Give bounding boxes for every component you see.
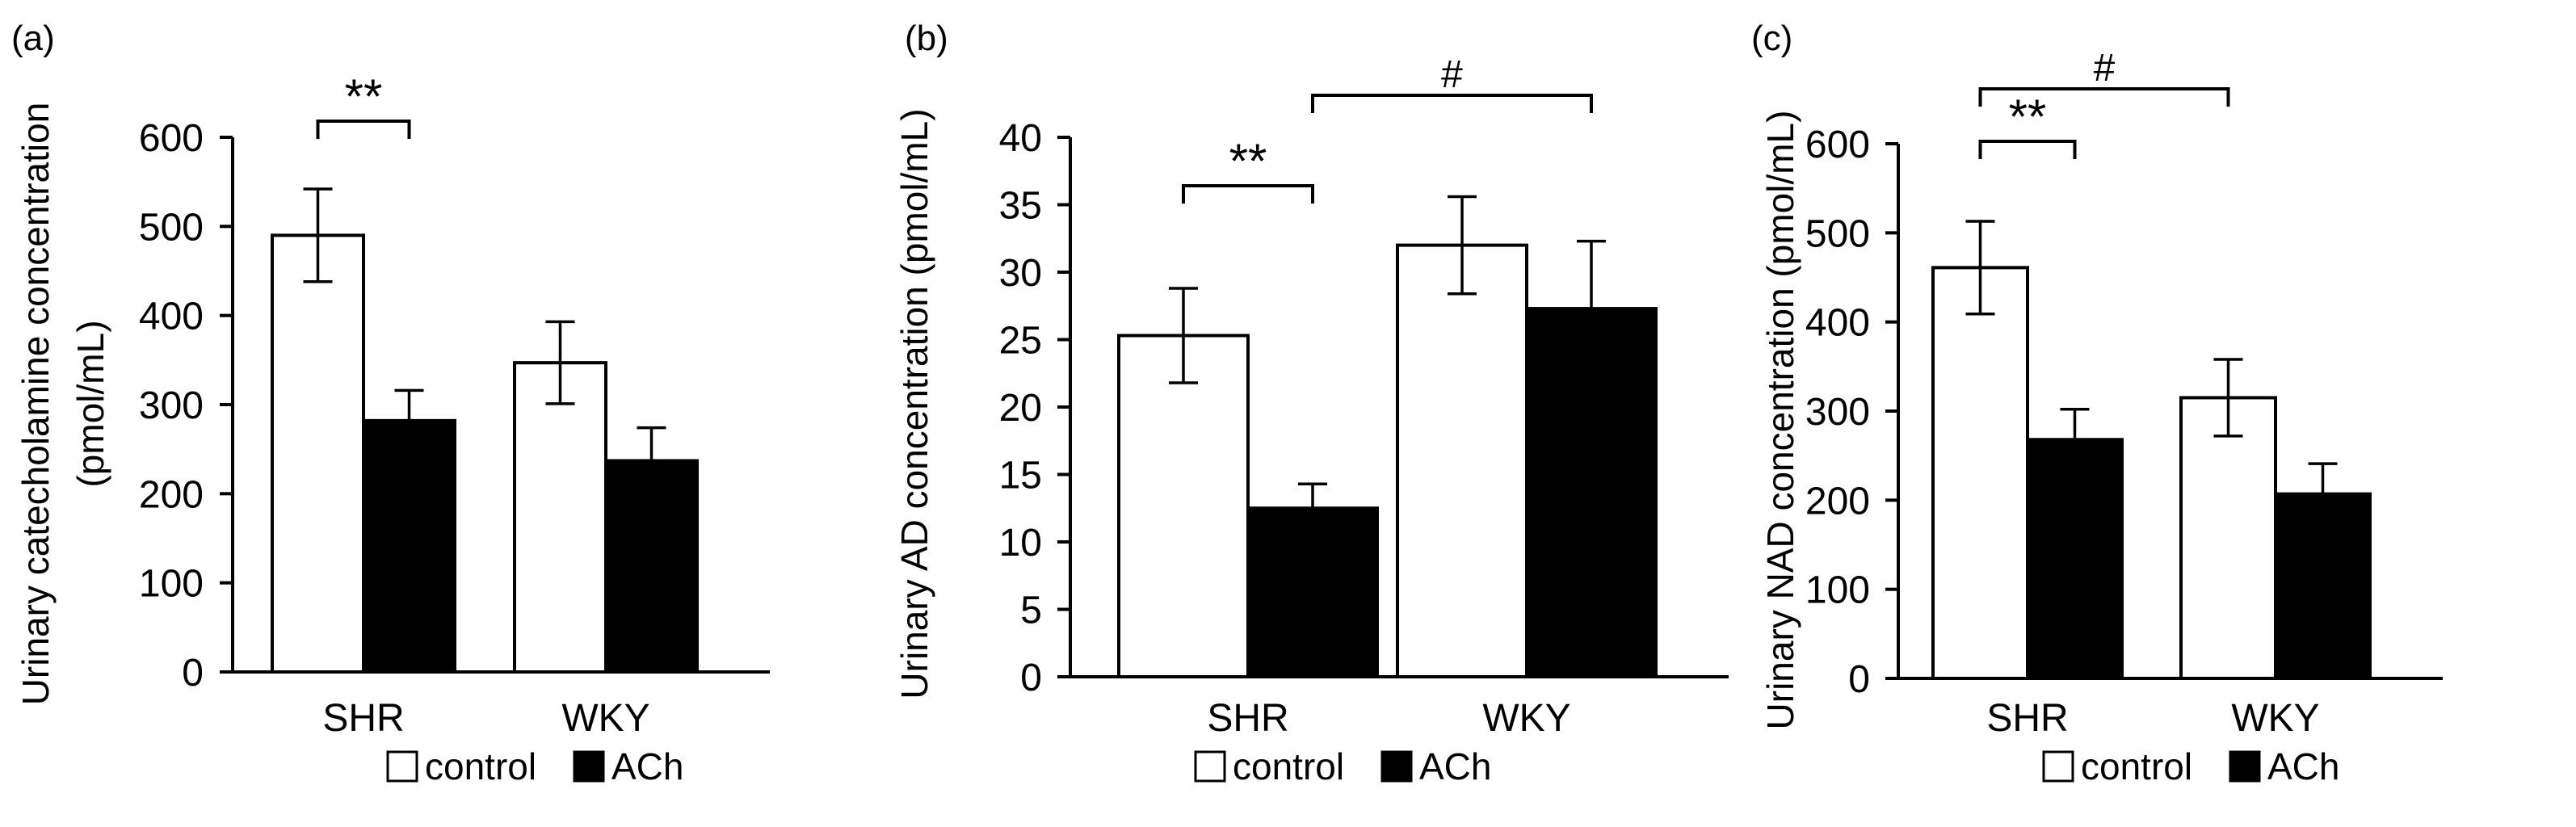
significance-label: ** [345,69,383,124]
y-tick-label: 400 [1805,302,1870,345]
significance-label: # [1441,53,1463,96]
significance-bracket [1978,140,2077,159]
legend-label-ach: ACh [2267,745,2339,787]
y-axis-label: Urinary catecholamine concentration [15,103,57,706]
y-axis-label: Urinary AD concentration (pmol/mL) [893,108,935,699]
legend-label-control: control [1233,745,1344,787]
bar-control-shr [1117,334,1250,678]
y-tick-label: 600 [139,117,204,160]
panel-label: (c) [1751,19,1792,58]
legend-swatch-control [386,750,418,783]
x-category-label: WKY [1482,697,1570,740]
y-tick-label: 0 [182,652,204,695]
significance-bracket [1311,94,1593,113]
y-tick-label: 30 [999,252,1042,295]
legend-label-ach: ACh [1419,745,1491,787]
y-tick-label: 5 [1020,590,1042,632]
bar-control-shr [1931,266,2029,680]
bar-ach-wky [2274,492,2372,680]
y-tick-label: 10 [999,522,1042,565]
significance-bracket [1978,87,2230,107]
legend-swatch-control [1194,750,1226,783]
bar-control-wky [1396,243,1528,679]
y-tick-label: 500 [1805,212,1870,255]
bar-ach-shr [2026,438,2124,680]
x-category-label: WKY [2231,697,2319,740]
panel-label: (b) [905,19,948,58]
x-category-label: WKY [561,697,649,740]
bar-ach-shr [362,418,456,674]
x-category-label: SHR [1986,697,2068,740]
y-tick-label: 0 [1020,657,1042,699]
y-axis-label: (pmol/mL) [69,320,111,487]
y-tick-label: 500 [139,206,204,249]
y-tick-label: 300 [139,384,204,427]
significance-bracket [316,120,411,139]
significance-label: # [2094,47,2116,90]
y-tick-label: 0 [1848,658,1870,701]
legend-label-control: control [425,745,536,787]
y-tick-label: 200 [1805,480,1870,523]
y-tick-label: 200 [139,473,204,516]
y-tick-label: 600 [1805,124,1870,166]
bar-control-wky [2179,396,2277,680]
x-category-label: SHR [322,697,404,740]
significance-label: ** [1229,134,1267,188]
legend-swatch-control [2042,750,2074,783]
panel-label: (a) [11,19,55,58]
bar-ach-shr [1246,506,1379,678]
y-tick-label: 40 [999,117,1042,160]
y-tick-label: 25 [999,320,1042,363]
significance-label: ** [2009,90,2047,144]
y-axis-label: Urinary NAD concentration (pmol/mL) [1759,111,1801,730]
significance-bracket [1182,184,1314,204]
y-tick-label: 15 [999,455,1042,497]
bar-ach-wky [604,459,699,674]
legend-swatch-ach [573,750,605,783]
legend-swatch-ach [2229,750,2261,783]
y-tick-label: 35 [999,185,1042,228]
x-category-label: SHR [1207,697,1288,740]
y-tick-label: 100 [1805,569,1870,612]
legend-label-control: control [2081,745,2192,787]
legend-label-ach: ACh [611,745,683,787]
y-tick-label: 300 [1805,391,1870,434]
legend-swatch-ach [1380,750,1413,783]
bar-ach-wky [1525,307,1658,678]
y-tick-label: 400 [139,296,204,338]
y-tick-label: 20 [999,387,1042,430]
bar-control-shr [271,233,365,674]
y-tick-label: 100 [139,563,204,606]
bar-control-wky [513,361,607,674]
